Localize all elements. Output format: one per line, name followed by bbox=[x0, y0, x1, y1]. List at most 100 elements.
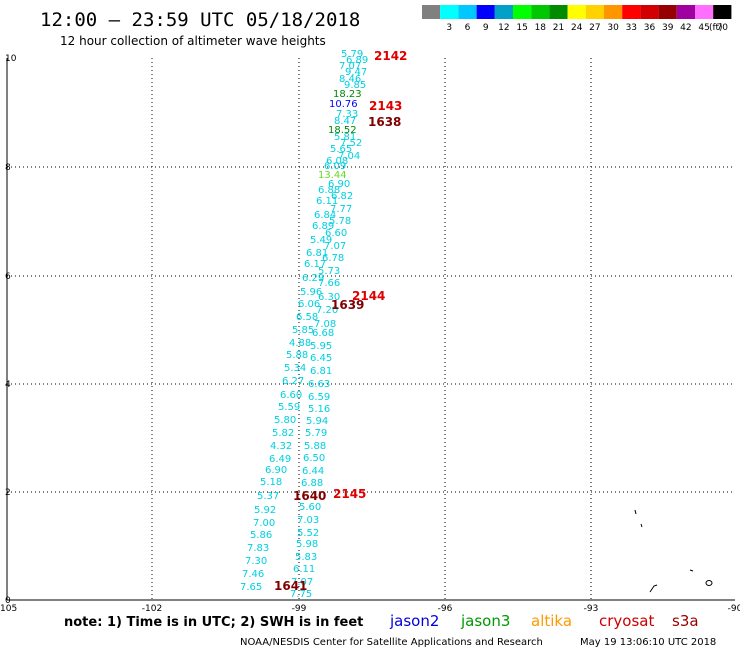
legend-swatch bbox=[695, 5, 714, 19]
x-tick-label: -105 bbox=[0, 604, 17, 614]
wave-height-value: 10.76 bbox=[329, 99, 358, 110]
wave-height-value: 6.17 bbox=[304, 259, 326, 270]
wave-height-value: 7.00 bbox=[253, 518, 275, 529]
legend-label: 12 bbox=[498, 23, 509, 33]
pass-number: 2144 bbox=[352, 289, 385, 303]
map-subtitle: 12 hour collection of altimeter wave hei… bbox=[60, 34, 326, 48]
wave-height-value: 5.18 bbox=[260, 477, 282, 488]
legend-swatch bbox=[549, 5, 568, 19]
legend-label: 9 bbox=[483, 23, 489, 33]
y-tick-label: 6 bbox=[5, 272, 11, 282]
mission-jason2: jason2 bbox=[389, 612, 439, 630]
map-title: 12:00 – 23:59 UTC 05/18/2018 bbox=[40, 9, 360, 31]
wave-height-value: 6.50 bbox=[303, 453, 325, 464]
wave-height-value: 7.30 bbox=[245, 556, 267, 567]
legend-label: 3 bbox=[446, 23, 452, 33]
legend-label: 42 bbox=[680, 23, 691, 33]
wave-height-value: 5.52 bbox=[297, 528, 319, 539]
legend-label: 18 bbox=[535, 23, 547, 33]
observation-labels: 5.796.897.079.478.469.8518.2310.767.338.… bbox=[240, 49, 368, 600]
wave-height-value: 5.82 bbox=[272, 428, 294, 439]
wave-height-value: 6.88 bbox=[318, 185, 340, 196]
pass-number: 1640 bbox=[293, 489, 326, 503]
x-tick-labels: -105 -102 -99 -96 -93 -90 bbox=[0, 604, 740, 614]
wave-height-value: 6.29 bbox=[302, 273, 324, 284]
wave-height-value: 5.60 bbox=[299, 502, 321, 513]
wave-height-value: 6.90 bbox=[265, 465, 287, 476]
grid-lines bbox=[7, 58, 735, 600]
legend-swatch bbox=[658, 5, 677, 19]
credit-text: NOAA/NESDIS Center for Satellite Applica… bbox=[240, 637, 543, 648]
y-tick-label: 10 bbox=[5, 54, 17, 64]
wave-height-value: 6.49 bbox=[269, 454, 291, 465]
wave-height-value: 5.94 bbox=[306, 416, 328, 427]
x-tick-label: -93 bbox=[584, 604, 599, 614]
pass-number: 1639 bbox=[331, 298, 364, 312]
wave-height-value: 7.33 bbox=[336, 109, 358, 120]
wave-height-value: 7.04 bbox=[338, 151, 360, 162]
wave-height-value: 5.16 bbox=[308, 404, 330, 415]
wave-height-value: 5.65 bbox=[330, 144, 352, 155]
legend-swatch bbox=[585, 5, 604, 19]
legend-swatch bbox=[567, 5, 586, 19]
y-tick-label: 4 bbox=[5, 380, 11, 390]
legend-label: 33 bbox=[626, 23, 637, 33]
wave-height-value: 7.07 bbox=[324, 241, 346, 252]
wave-height-value: 18.23 bbox=[333, 89, 362, 100]
wave-height-value: 6.11 bbox=[293, 564, 315, 575]
wave-height-value: 5.73 bbox=[318, 266, 340, 277]
x-tick-label: -102 bbox=[142, 604, 162, 614]
wave-height-value: 6.11 bbox=[316, 196, 338, 207]
wave-height-value: 6.44 bbox=[302, 466, 324, 477]
legend-label: 24 bbox=[571, 23, 583, 33]
legend-label: 39 bbox=[662, 23, 674, 33]
wave-height-value: 7.75 bbox=[290, 589, 312, 600]
wave-height-value: 5.98 bbox=[296, 539, 318, 550]
y-tick-label: 0 bbox=[5, 596, 11, 606]
mission-altika: altika bbox=[531, 612, 572, 630]
y-tick-labels: 0 2 4 6 8 10 bbox=[5, 54, 17, 606]
wave-height-value: 5.78 bbox=[329, 216, 351, 227]
y-tick-label: 8 bbox=[5, 163, 11, 173]
wave-height-value: 4.88 bbox=[289, 338, 311, 349]
pass-number: 1638 bbox=[368, 115, 401, 129]
wave-height-value: 9.47 bbox=[345, 67, 367, 78]
legend-swatch bbox=[513, 5, 532, 19]
wave-height-value: 6.60 bbox=[280, 390, 302, 401]
wave-height-value: 6.08 bbox=[326, 156, 348, 167]
wave-height-value: 6.81 bbox=[306, 248, 328, 259]
coastline-fragments bbox=[634, 509, 713, 593]
wave-height-value: 5.79 bbox=[341, 49, 363, 60]
note-text: note: 1) Time is in UTC; 2) SWH is in fe… bbox=[64, 615, 363, 630]
wave-height-value: 5.59 bbox=[278, 402, 300, 413]
wave-height-value: 5.83 bbox=[295, 552, 317, 563]
wave-height-value: 7.77 bbox=[330, 204, 352, 215]
wave-height-value: 7.07 bbox=[339, 61, 361, 72]
wave-height-value: 5.88 bbox=[304, 441, 326, 452]
pass-number: 2142 bbox=[374, 49, 407, 63]
legend-swatch bbox=[622, 5, 641, 19]
wave-height-value: 6.90 bbox=[328, 179, 350, 190]
wave-height-value: 6.84 bbox=[314, 210, 336, 221]
wave-height-value: 6.60 bbox=[325, 228, 347, 239]
wave-height-value: 18.52 bbox=[328, 125, 357, 136]
pass-number: 1641 bbox=[274, 579, 307, 593]
legend-swatch bbox=[476, 5, 495, 19]
mission-s3a: s3a bbox=[672, 612, 699, 630]
mission-jason3: jason3 bbox=[460, 612, 510, 630]
legend-label: 21 bbox=[553, 23, 564, 33]
wave-height-value: 7.83 bbox=[247, 543, 269, 554]
wave-height-value: 6.58 bbox=[296, 312, 318, 323]
wave-height-value: 5.95 bbox=[310, 341, 332, 352]
legend-swatch bbox=[458, 5, 477, 19]
wave-height-value: 5.85 bbox=[292, 325, 314, 336]
legend-unit: (ft) bbox=[709, 23, 723, 33]
wave-height-value: 4.32 bbox=[270, 441, 292, 452]
wave-height-value: 7.66 bbox=[318, 278, 340, 289]
wave-height-value: 5.49 bbox=[310, 235, 332, 246]
wave-height-value: 13.44 bbox=[318, 170, 347, 181]
legend-label: 15 bbox=[516, 23, 527, 33]
plot-frame bbox=[6, 58, 735, 601]
wave-height-value: 5.37 bbox=[257, 491, 279, 502]
legend-swatch bbox=[440, 5, 459, 19]
